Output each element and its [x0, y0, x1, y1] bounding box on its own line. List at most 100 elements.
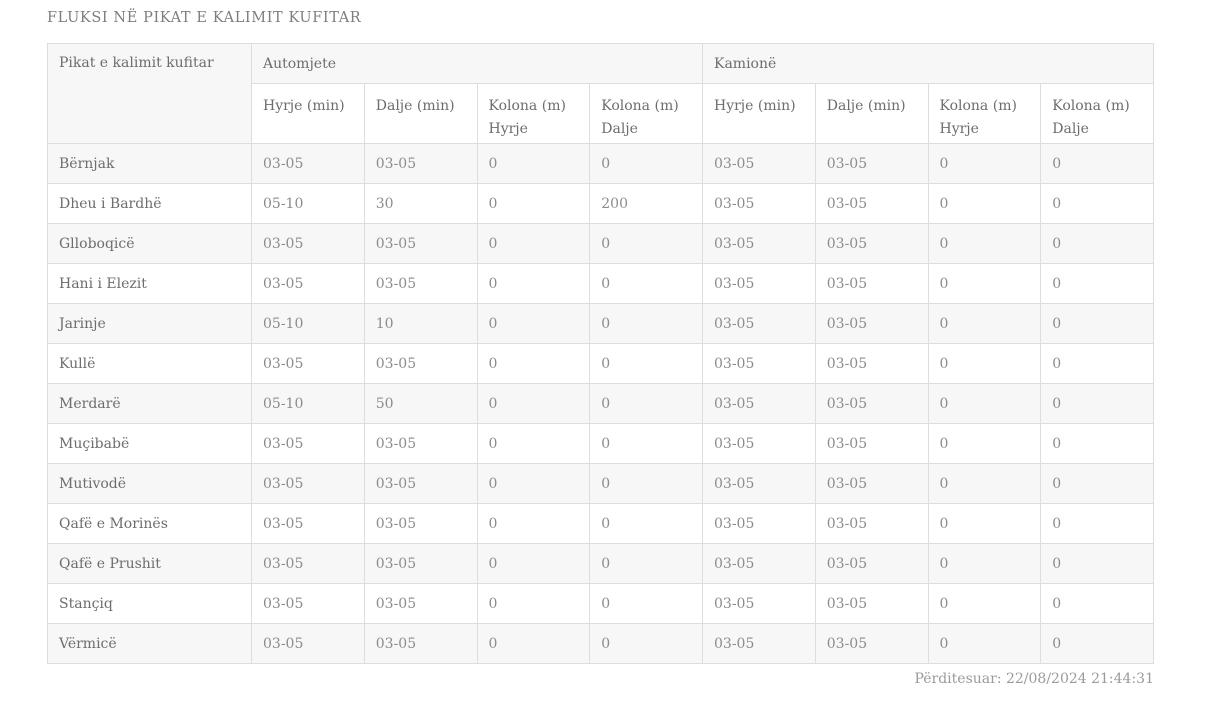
- value-cell: 0: [589, 343, 703, 384]
- value-cell: 0: [476, 423, 591, 464]
- subheader-kamione-hyrje-min: Hyrje (min): [702, 83, 816, 144]
- value-cell: 03-05: [814, 303, 929, 344]
- value-cell: 0: [476, 583, 591, 624]
- value-cell: 0: [476, 343, 591, 384]
- value-cell: 0: [589, 143, 703, 184]
- value-cell: 03-05: [363, 423, 478, 464]
- crossing-name-cell: Glloboqicë: [47, 223, 252, 264]
- value-cell: 0: [927, 503, 1042, 544]
- crossing-name-cell: Stançiq: [47, 583, 252, 624]
- value-cell: 0: [1040, 583, 1154, 624]
- value-cell: 03-05: [814, 343, 929, 384]
- value-cell: 0: [476, 183, 591, 224]
- value-cell: 03-05: [251, 143, 365, 184]
- value-cell: 0: [476, 143, 591, 184]
- table-row: Kullë 03-05 03-05 0 0 03-05 03-05 0 0: [47, 343, 1154, 384]
- value-cell: 03-05: [814, 583, 929, 624]
- value-cell: 03-05: [363, 223, 478, 264]
- table-row: Qafë e Prushit 03-05 03-05 0 0 03-05 03-05 0 0: [47, 543, 1154, 584]
- table-row: Muçibabë 03-05 03-05 0 0 03-05 03-05 0 0: [47, 423, 1154, 464]
- value-cell: 0: [1040, 623, 1154, 664]
- subheader-automjete-hyrje-min: Hyrje (min): [251, 83, 365, 144]
- value-cell: 05-10: [251, 303, 365, 344]
- value-cell: 03-05: [814, 183, 929, 224]
- value-cell: 03-05: [251, 423, 365, 464]
- table-row: Hani i Elezit 03-05 03-05 0 0 03-05 03-05 0 0: [47, 263, 1154, 304]
- value-cell: 03-05: [251, 263, 365, 304]
- crossing-name-cell: Merdarë: [47, 383, 252, 424]
- table-row: Bërnjak 03-05 03-05 0 0 03-05 03-05 0 0: [47, 143, 1154, 184]
- corner-header-crossing-points: Pikat e kalimit kufitar: [47, 43, 252, 144]
- value-cell: 03-05: [702, 223, 816, 264]
- value-cell: 0: [1040, 463, 1154, 504]
- value-cell: 50: [363, 383, 478, 424]
- value-cell: 03-05: [251, 583, 365, 624]
- value-cell: 03-05: [251, 463, 365, 504]
- value-cell: 0: [589, 463, 703, 504]
- crossing-name-cell: Bërnjak: [47, 143, 252, 184]
- value-cell: 0: [1040, 263, 1154, 304]
- value-cell: 03-05: [251, 223, 365, 264]
- value-cell: 0: [476, 503, 591, 544]
- value-cell: 0: [476, 543, 591, 584]
- page-title: FLUKSI NË PIKAT E KALIMIT KUFITAR: [47, 10, 362, 26]
- group-header-automjete: Automjete: [251, 43, 703, 84]
- value-cell: 0: [1040, 423, 1154, 464]
- value-cell: 03-05: [702, 183, 816, 224]
- value-cell: 0: [927, 583, 1042, 624]
- value-cell: 0: [927, 623, 1042, 664]
- crossing-name-cell: Qafë e Morinës: [47, 503, 252, 544]
- value-cell: 0: [589, 383, 703, 424]
- value-cell: 03-05: [363, 543, 478, 584]
- value-cell: 03-05: [363, 583, 478, 624]
- value-cell: 0: [589, 263, 703, 304]
- value-cell: 30: [363, 183, 478, 224]
- value-cell: 03-05: [363, 143, 478, 184]
- subheader-automjete-kolona-dalje: Kolona (m) Dalje: [589, 83, 703, 144]
- crossing-name-cell: Mutivodë: [47, 463, 252, 504]
- crossing-name-cell: Hani i Elezit: [47, 263, 252, 304]
- crossing-name-cell: Kullë: [47, 343, 252, 384]
- value-cell: 0: [1040, 223, 1154, 264]
- value-cell: 03-05: [702, 463, 816, 504]
- value-cell: 0: [927, 223, 1042, 264]
- value-cell: 0: [589, 423, 703, 464]
- value-cell: 03-05: [702, 503, 816, 544]
- value-cell: 0: [589, 543, 703, 584]
- value-cell: 03-05: [702, 623, 816, 664]
- value-cell: 10: [363, 303, 478, 344]
- subheader-kamione-kolona-hyrje: Kolona (m) Hyrje: [927, 83, 1042, 144]
- table-row: Mutivodë 03-05 03-05 0 0 03-05 03-05 0 0: [47, 463, 1154, 504]
- value-cell: 03-05: [814, 423, 929, 464]
- subheader-automjete-dalje-min: Dalje (min): [363, 83, 478, 144]
- value-cell: 0: [1040, 143, 1154, 184]
- value-cell: 03-05: [814, 503, 929, 544]
- value-cell: 03-05: [251, 343, 365, 384]
- value-cell: 0: [476, 623, 591, 664]
- value-cell: 0: [927, 463, 1042, 504]
- value-cell: 03-05: [251, 503, 365, 544]
- value-cell: 0: [1040, 503, 1154, 544]
- table-row: Stançiq 03-05 03-05 0 0 03-05 03-05 0 0: [47, 583, 1154, 624]
- group-header-row: Pikat e kalimit kufitar Automjete Kamion…: [47, 43, 1154, 144]
- value-cell: 03-05: [814, 463, 929, 504]
- value-cell: 03-05: [363, 623, 478, 664]
- table-row: Vërmicë 03-05 03-05 0 0 03-05 03-05 0 0: [47, 623, 1154, 664]
- value-cell: 03-05: [702, 583, 816, 624]
- value-cell: 03-05: [251, 623, 365, 664]
- crossing-name-cell: Qafë e Prushit: [47, 543, 252, 584]
- value-cell: 0: [589, 223, 703, 264]
- value-cell: 0: [476, 463, 591, 504]
- value-cell: 03-05: [702, 543, 816, 584]
- value-cell: 0: [927, 383, 1042, 424]
- value-cell: 03-05: [814, 543, 929, 584]
- value-cell: 03-05: [702, 263, 816, 304]
- table-header: Pikat e kalimit kufitar Automjete Kamion…: [47, 43, 1154, 144]
- sub-header-row: Hyrje (min) Dalje (min) Kolona (m) Hyrje…: [48, 83, 1154, 144]
- value-cell: 03-05: [363, 343, 478, 384]
- value-cell: 0: [476, 263, 591, 304]
- value-cell: 0: [927, 143, 1042, 184]
- subheader-kamione-dalje-min: Dalje (min): [814, 83, 929, 144]
- value-cell: 03-05: [814, 263, 929, 304]
- page: FLUKSI NË PIKAT E KALIMIT KUFITAR Pikat …: [47, 10, 1154, 687]
